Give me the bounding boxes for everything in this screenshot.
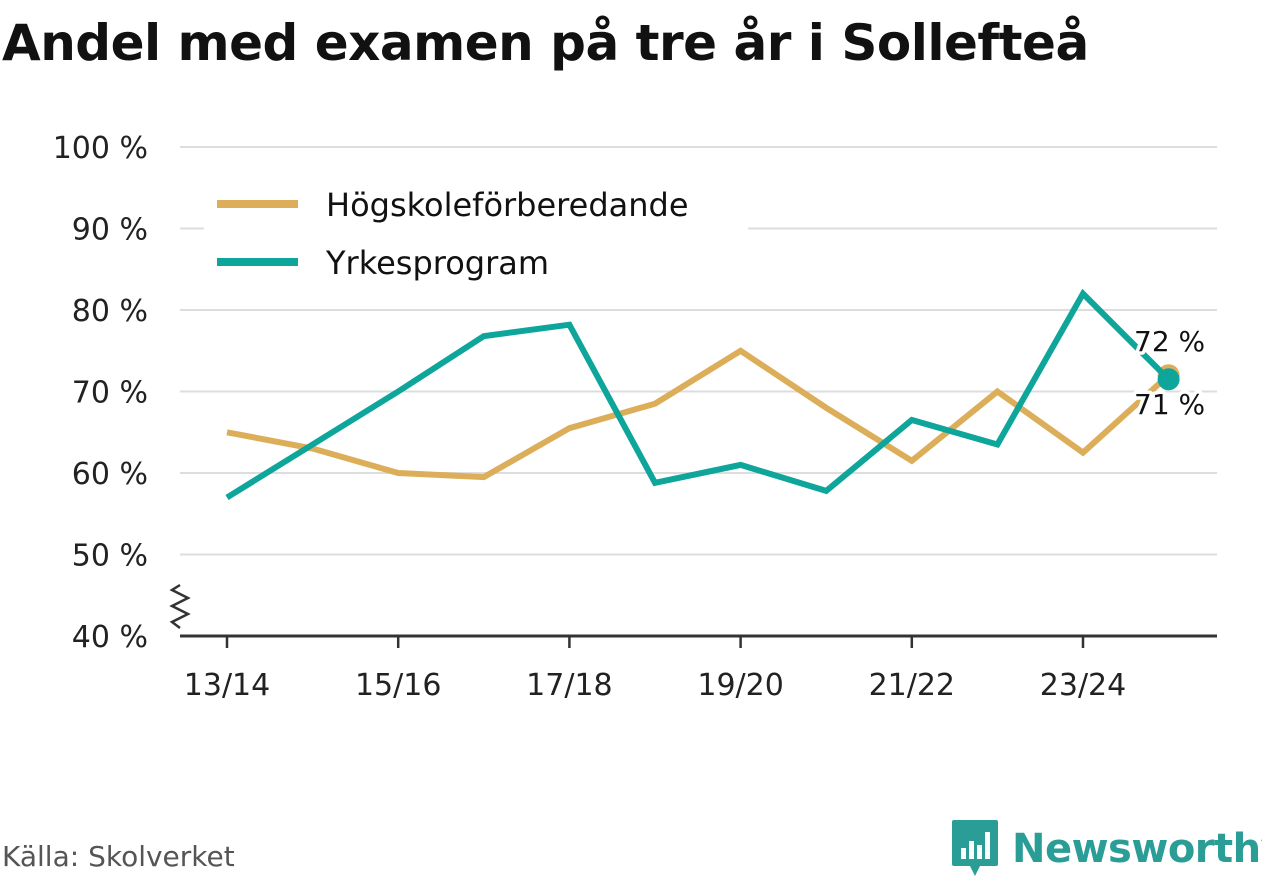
x-tick-label: 17/18 bbox=[526, 668, 612, 703]
series-lines bbox=[225, 288, 1180, 501]
end-label: 72 % bbox=[1134, 325, 1205, 358]
y-tick-label: 40 % bbox=[72, 620, 148, 655]
legend-label: Högskoleförberedande bbox=[326, 186, 689, 224]
x-tick-label: 13/14 bbox=[184, 668, 270, 703]
x-tick-label: 15/16 bbox=[355, 668, 441, 703]
legend-label: Yrkesprogram bbox=[325, 244, 549, 282]
end-label-halo: 72 % bbox=[1134, 325, 1205, 358]
legend: Högskoleförberedande Yrkesprogram bbox=[204, 176, 748, 284]
brand-logo: Newsworthy bbox=[950, 818, 1262, 880]
x-tick-label: 19/20 bbox=[697, 668, 783, 703]
end-point-yrkesprogram bbox=[1157, 368, 1180, 391]
y-tick-label: 70 % bbox=[72, 376, 148, 411]
line-yrkesprogram bbox=[225, 288, 1171, 501]
y-tick-label: 80 % bbox=[72, 294, 148, 329]
end-labels: 72 %72 %71 %71 % bbox=[1131, 322, 1209, 425]
x-tick-label: 21/22 bbox=[869, 668, 955, 703]
end-label-halo: 71 % bbox=[1134, 388, 1205, 421]
source-note: Källa: Skolverket bbox=[2, 840, 235, 873]
y-tick-label: 100 % bbox=[53, 131, 148, 166]
end-label: 71 % bbox=[1134, 388, 1205, 421]
line-hogskoleforberedande bbox=[226, 347, 1171, 481]
y-tick-label: 90 % bbox=[72, 213, 148, 248]
axis-break-icon bbox=[169, 583, 191, 629]
newsworthy-icon bbox=[952, 820, 998, 876]
y-tick-label: 50 % bbox=[72, 539, 148, 574]
x-tick-label: 23/24 bbox=[1040, 668, 1126, 703]
brand-name: Newsworthy bbox=[1012, 826, 1262, 872]
chart-title: Andel med examen på tre år i Sollefteå bbox=[2, 14, 1089, 72]
axes: 40 % 50 % 60 % 70 % 80 % 90 % 100 % 13/14 15/16 1… bbox=[53, 131, 1217, 703]
y-tick-label: 60 % bbox=[72, 457, 148, 492]
